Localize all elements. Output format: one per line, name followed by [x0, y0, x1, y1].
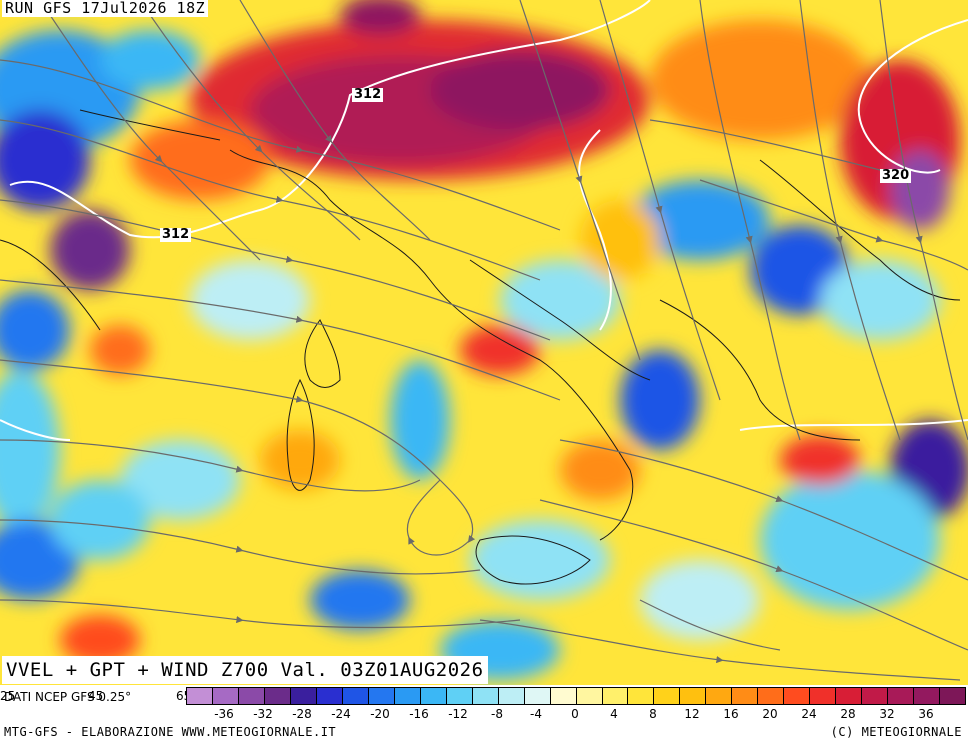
legend-swatch	[472, 688, 499, 704]
strip-label-25: 25	[0, 689, 16, 703]
legend-tick-label: 8	[649, 707, 657, 721]
legend-tick-label: 16	[723, 707, 739, 721]
legend-swatch	[290, 688, 317, 704]
legend-tick-label: -20	[370, 707, 390, 721]
legend-tick-label: 36	[918, 707, 934, 721]
legend-swatch	[212, 688, 239, 704]
color-legend	[186, 687, 966, 705]
contour-label-312-north: 312	[352, 87, 384, 102]
legend-tick-label: -36	[214, 707, 234, 721]
legend-tick-label: 0	[571, 707, 579, 721]
strip-label-45: 45	[88, 689, 104, 703]
legend-swatch	[550, 688, 577, 704]
legend-swatch	[394, 688, 421, 704]
legend-swatch	[810, 688, 837, 704]
legend-tick-label: 4	[610, 707, 618, 721]
legend-swatch	[706, 688, 733, 704]
legend-swatch	[316, 688, 343, 704]
legend-swatch	[628, 688, 655, 704]
legend-swatch	[680, 688, 707, 704]
wind-streamlines	[0, 0, 968, 681]
map-title: VVEL + GPT + WIND Z700 Val. 03Z01AUG2026	[2, 656, 488, 684]
legend-tick-label: -32	[253, 707, 273, 721]
legend-ticks: -36 -32 -28 -24 -20 -16 -12 -8 -4 0 4 8 12 16 20 24 28 32…	[186, 707, 966, 723]
legend-swatch	[732, 688, 759, 704]
footer-credit: MTG-GFS - ELABORAZIONE WWW.METEOGIORNALE…	[4, 725, 337, 739]
legend-tick-label: -28	[292, 707, 312, 721]
legend-tick-label: 20	[762, 707, 778, 721]
legend-swatch	[524, 688, 551, 704]
legend-swatch	[498, 688, 525, 704]
run-header: RUN GFS 17Jul2026 18Z	[2, 0, 209, 17]
data-source-label: DATI NCEP GFS 0.25°	[4, 690, 132, 704]
legend-swatch	[238, 688, 265, 704]
legend-tick-label: -8	[491, 707, 503, 721]
legend-swatch	[264, 688, 291, 704]
legend-tick-label: 32	[879, 707, 895, 721]
legend-tick-label: -4	[530, 707, 542, 721]
legend-swatch	[602, 688, 629, 704]
legend-swatch	[576, 688, 603, 704]
legend-tick-label: 24	[801, 707, 817, 721]
legend-tick-label: -12	[448, 707, 468, 721]
legend-tick-label: -24	[331, 707, 351, 721]
legend-tick-label: -16	[409, 707, 429, 721]
legend-tick-label: 28	[840, 707, 856, 721]
legend-swatch	[654, 688, 681, 704]
legend-swatch	[940, 688, 966, 704]
legend-swatch	[888, 688, 915, 704]
legend-swatch	[914, 688, 941, 704]
contour-label-312-west: 312	[160, 227, 192, 242]
legend-swatch	[784, 688, 811, 704]
legend-swatch	[446, 688, 473, 704]
legend-swatch	[342, 688, 369, 704]
legend-swatch	[836, 688, 863, 704]
legend-swatch	[368, 688, 395, 704]
legend-swatch	[420, 688, 447, 704]
contour-label-320-east: 320	[880, 168, 912, 183]
footer-copyright: (C) METEOGIORNALE	[830, 725, 962, 739]
source-strip: 25 45 65 DATI NCEP GFS 0.25°	[0, 687, 191, 705]
legend-tick-label: 12	[684, 707, 700, 721]
coastlines	[0, 109, 961, 585]
vvel-field-map	[0, 0, 968, 685]
legend-swatch	[758, 688, 785, 704]
map-panel	[0, 0, 968, 685]
legend-swatch	[187, 688, 213, 704]
legend-swatch	[862, 688, 889, 704]
